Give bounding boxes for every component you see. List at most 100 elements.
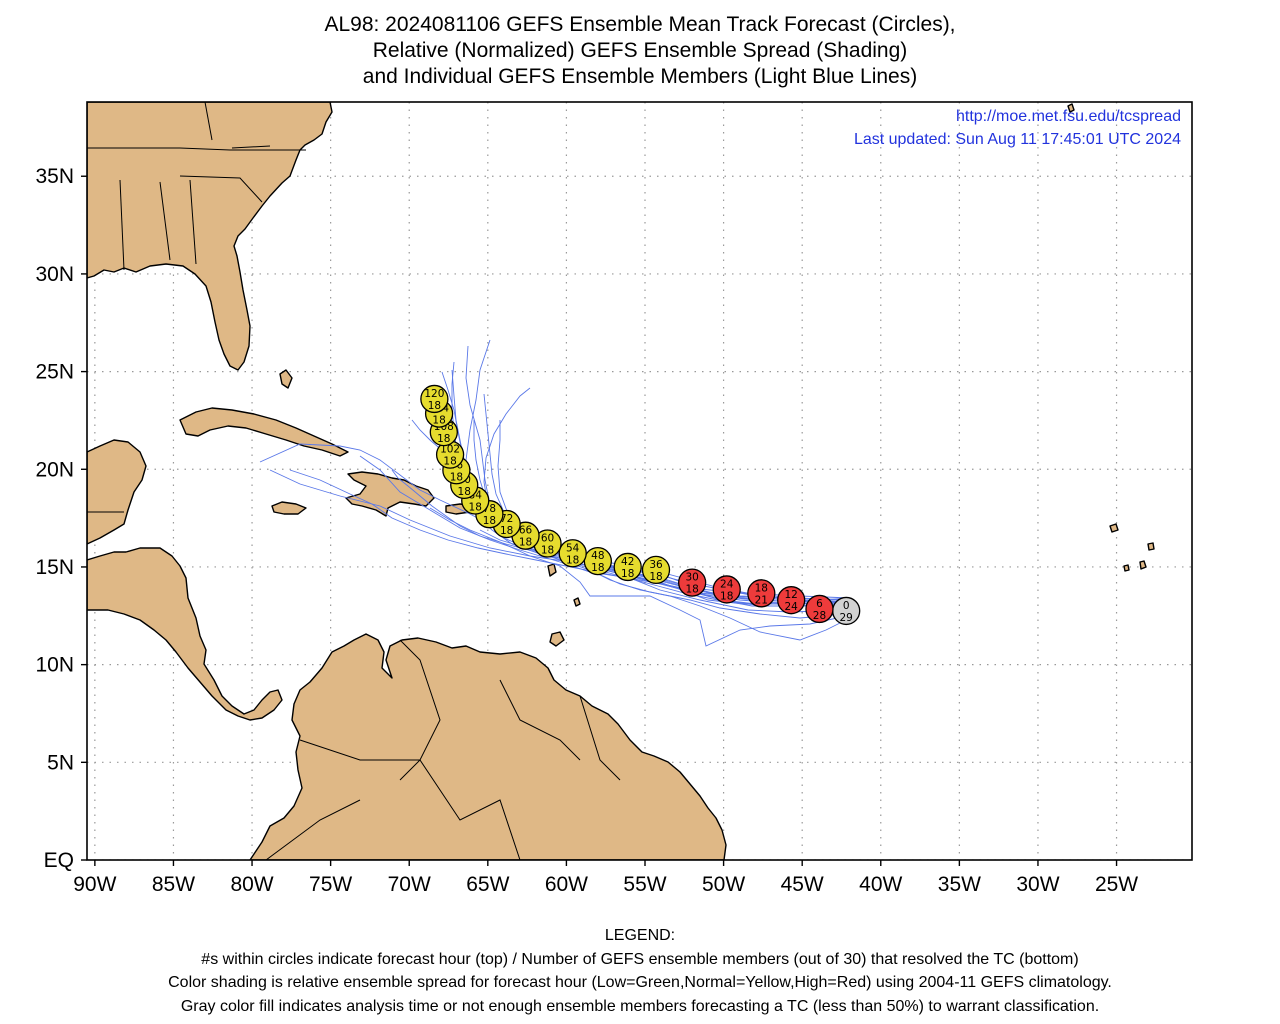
jamaica-island — [271, 501, 307, 515]
latitude-tick-label: 30N — [35, 263, 74, 286]
forecast-hour-label: 60 — [541, 533, 554, 545]
legend: LEGEND: #s within circles indicate forec… — [0, 924, 1280, 1018]
member-count-label: 18 — [443, 456, 456, 468]
member-count-label: 29 — [840, 612, 853, 624]
state-and-country-borders — [87, 102, 621, 860]
member-count-label: 18 — [720, 590, 733, 602]
longitude-tick-label: 90W — [73, 873, 116, 896]
latitude-tick-label: 25N — [35, 361, 74, 384]
latitude-tick-label: 20N — [35, 458, 74, 481]
forecast-hour-label: 48 — [591, 550, 604, 562]
longitude-tick-label: 40W — [859, 873, 902, 896]
forecast-circle — [641, 555, 671, 585]
forecast-circle — [712, 575, 741, 604]
longitude-tick-label: 60W — [545, 873, 588, 896]
longitude-tick-label: 30W — [1016, 873, 1059, 896]
forecast-hour-label: 18 — [755, 582, 768, 594]
central-america-land — [87, 547, 283, 721]
longitude-tick-label: 70W — [388, 873, 431, 896]
forecast-circle — [613, 552, 642, 582]
member-count-label: 18 — [519, 537, 532, 549]
cape-verde-island-2 — [1139, 560, 1147, 570]
longitude-tick-label: 75W — [309, 873, 352, 896]
longitude-tick-label: 45W — [781, 873, 824, 896]
forecast-hour-label: 54 — [566, 542, 580, 554]
forecast-hour-label: 102 — [440, 444, 460, 456]
plot-frame — [86, 101, 1193, 861]
forecast-hour-label: 30 — [685, 572, 698, 584]
longitude-tick-label: 35W — [938, 873, 981, 896]
title-line-1: AL98: 2024081106 GEFS Ensemble Mean Trac… — [324, 13, 956, 36]
forecast-hour-label: 120 — [424, 388, 444, 400]
forecast-circle — [777, 586, 806, 615]
title-line-2: Relative (Normalized) GEFS Ensemble Spre… — [372, 39, 908, 62]
land-masses — [87, 102, 1155, 860]
andros-island — [279, 369, 293, 389]
member-count-label: 18 — [685, 584, 698, 596]
latitude-tick-label: 10N — [35, 654, 74, 677]
trinidad-island — [549, 631, 565, 647]
cape-verde-island-1 — [1109, 523, 1119, 533]
longitude-tick-label: 25W — [1095, 873, 1138, 896]
longitude-tick-label: 50W — [702, 873, 745, 896]
legend-heading: LEGEND: — [604, 927, 676, 944]
latitude-tick-label: 5N — [47, 751, 74, 774]
member-count-label: 18 — [649, 571, 662, 583]
forecast-hour-label: 66 — [519, 525, 533, 537]
hispaniola-island — [345, 471, 435, 517]
cape-verde-island-3 — [1147, 542, 1155, 551]
legend-line-2: Color shading is relative ensemble sprea… — [168, 974, 1112, 991]
member-count-label: 18 — [437, 433, 450, 445]
north-america-land — [87, 102, 333, 371]
forecast-hour-label: 6 — [816, 598, 823, 610]
member-count-label: 18 — [428, 400, 441, 412]
forecast-hour-label: 42 — [621, 556, 634, 568]
member-count-label: 18 — [541, 545, 554, 557]
longitude-tick-label: 85W — [152, 873, 195, 896]
track-point-0h: 029 — [832, 596, 861, 626]
forecast-hour-label: 12 — [784, 589, 797, 601]
forecast-hour-label: 24 — [720, 578, 734, 590]
latitude-tick-label: EQ — [44, 849, 74, 872]
guadeloupe-island — [547, 563, 557, 577]
longitude-tick-label: 80W — [230, 873, 273, 896]
member-count-label: 18 — [500, 525, 513, 537]
member-count-label: 18 — [621, 568, 634, 580]
forecast-map: 0296281224182124183018361842184818541860… — [35, 101, 1193, 896]
forecast-hour-label: 36 — [649, 559, 663, 571]
barbados-island — [573, 597, 581, 607]
legend-line-3: Gray color fill indicates analysis time … — [180, 997, 1100, 1015]
forecast-circle — [805, 594, 834, 624]
member-count-label: 18 — [458, 486, 471, 498]
mexico-yucatan-land — [87, 439, 147, 545]
forecast-circle — [678, 568, 707, 597]
member-count-label: 21 — [755, 594, 768, 606]
member-count-label: 24 — [784, 601, 798, 613]
forecast-circle — [747, 579, 776, 608]
latitude-tick-label: 35N — [35, 165, 74, 188]
member-count-label: 18 — [450, 471, 463, 483]
last-updated-text: Last updated: Sun Aug 11 17:45:01 UTC 20… — [854, 131, 1181, 148]
member-count-label: 18 — [483, 515, 496, 527]
member-count-label: 28 — [813, 610, 826, 622]
track-point-6h: 628 — [805, 594, 834, 624]
bermuda-island — [1067, 103, 1075, 113]
source-url[interactable]: http://moe.met.fsu.edu/tcspread — [956, 108, 1181, 125]
map-title: AL98: 2024081106 GEFS Ensemble Mean Trac… — [0, 12, 1280, 90]
forecast-hour-label: 0 — [843, 600, 850, 612]
longitude-tick-label: 65W — [466, 873, 509, 896]
forecast-circle — [420, 384, 449, 414]
longitude-tick-label: 55W — [623, 873, 666, 896]
member-count-label: 18 — [566, 554, 579, 566]
latitude-labels: EQ 5N 10N 15N 20N 25N 30N 35N — [35, 165, 87, 872]
latitude-tick-label: 15N — [35, 556, 74, 579]
member-count-label: 18 — [591, 562, 604, 574]
